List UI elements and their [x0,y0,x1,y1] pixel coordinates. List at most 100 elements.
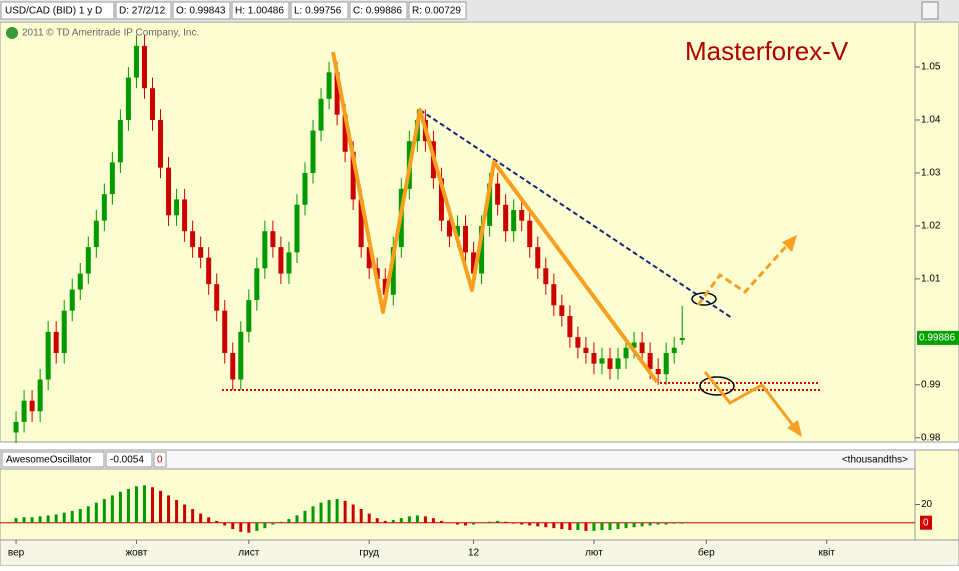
candle-body [318,98,324,131]
candle-body [238,331,244,380]
toolbar-box [349,1,408,20]
candle-body [230,353,236,380]
candle-body [527,220,533,248]
oscillator-bar [70,510,74,523]
candle-body [61,310,67,354]
candle-body [438,178,444,221]
candle-body [310,130,316,173]
candle-body [366,247,372,269]
candle-body [101,194,107,221]
candle-body [174,199,180,216]
candle-body [599,358,605,364]
candle-body [511,210,517,232]
oscillator-bar [223,522,227,526]
oscillator-bar [656,522,660,525]
wave-line [331,51,659,384]
zero-box [920,515,932,530]
x-tick-label: бер [698,547,715,559]
y-tick-label: 1.05 [921,62,941,73]
oscillator-bar [520,522,524,525]
oscillator-bar [30,517,34,523]
candle-body [278,247,284,274]
oscillator-bar [480,522,484,524]
candle-body [206,257,212,285]
candle-body [222,310,228,354]
oscillator-bar [447,522,451,524]
candle-body [190,231,196,248]
oscillator-bar [191,509,195,523]
candle-body [262,231,268,269]
candle-body [655,368,661,375]
oscillator-bar [600,522,604,530]
candle-body [487,183,493,226]
candle-body [647,353,653,369]
oscillator-bar [207,517,211,523]
candle-body [246,300,252,332]
oscillator-bar [175,499,179,523]
oscillator-bar [94,502,98,523]
oscillator-bar [624,522,628,529]
candle-body [198,247,204,258]
oscillator-bar [439,520,443,523]
candle-body [133,45,139,78]
candle-body [479,225,485,274]
toolbar-box [408,1,467,20]
logo [6,27,18,39]
oscillator-bar [648,522,652,526]
x-tick-label: груд [359,548,379,559]
candle-body [141,45,147,89]
oscillator-bar [255,522,259,531]
oscillator-bar [303,510,307,523]
oscillator-bar [247,522,251,533]
oscillator-bar [110,495,114,523]
candle-body [125,77,131,120]
header-box [105,451,153,468]
candle-body [29,400,35,412]
candle-body [591,353,597,364]
x-tick-label: квіт [818,548,835,559]
candle-body [77,273,83,290]
candle-body [158,119,164,168]
analysis-drawings [222,51,820,437]
candle-body [679,337,685,341]
oscillator-bar [343,500,347,523]
oscillator-bar [287,519,291,523]
candle-body [302,172,308,205]
oscillator-bar [142,485,146,523]
candle-body [583,347,589,354]
x-tick-label: вер [8,548,25,559]
oscillator-bar [632,522,636,528]
candle-body [543,268,549,285]
close: C: 0.99886 [353,6,402,17]
candle-body [446,220,452,237]
arrow-head [782,235,797,252]
candle-body [607,358,613,369]
candle-body [117,119,123,163]
x-tick-label: 12 [468,548,480,559]
candle-body [623,347,629,359]
settings-button[interactable] [921,1,939,20]
oscillator-plot: 0 20 [0,485,933,533]
candle-body [390,247,396,295]
last-price: 0.99886 [919,333,956,344]
oscillator-bar [359,509,363,523]
oscillator-bar [62,512,66,523]
oscillator-bar [407,516,411,523]
oscillator-bar [151,487,154,523]
oscillator-bar [86,506,90,523]
oscillator-bar [239,522,243,532]
candle-body [631,342,637,348]
symbol: USD/CAD (BID) 1 y D [5,6,102,17]
oscillator-bar [78,509,82,523]
oscillator-bar [383,520,387,523]
candle-body [567,315,573,338]
trend-line [419,109,733,319]
date: D: 27/2/12 [119,6,166,17]
candle-body [358,199,364,248]
y-tick-label: 0.99 [921,379,941,390]
oscillator-bar [423,516,427,523]
low: L: 0.99756 [294,6,342,17]
oscillator-bar [351,504,355,523]
candle-body [575,337,581,348]
oscillator-bar [431,518,435,523]
